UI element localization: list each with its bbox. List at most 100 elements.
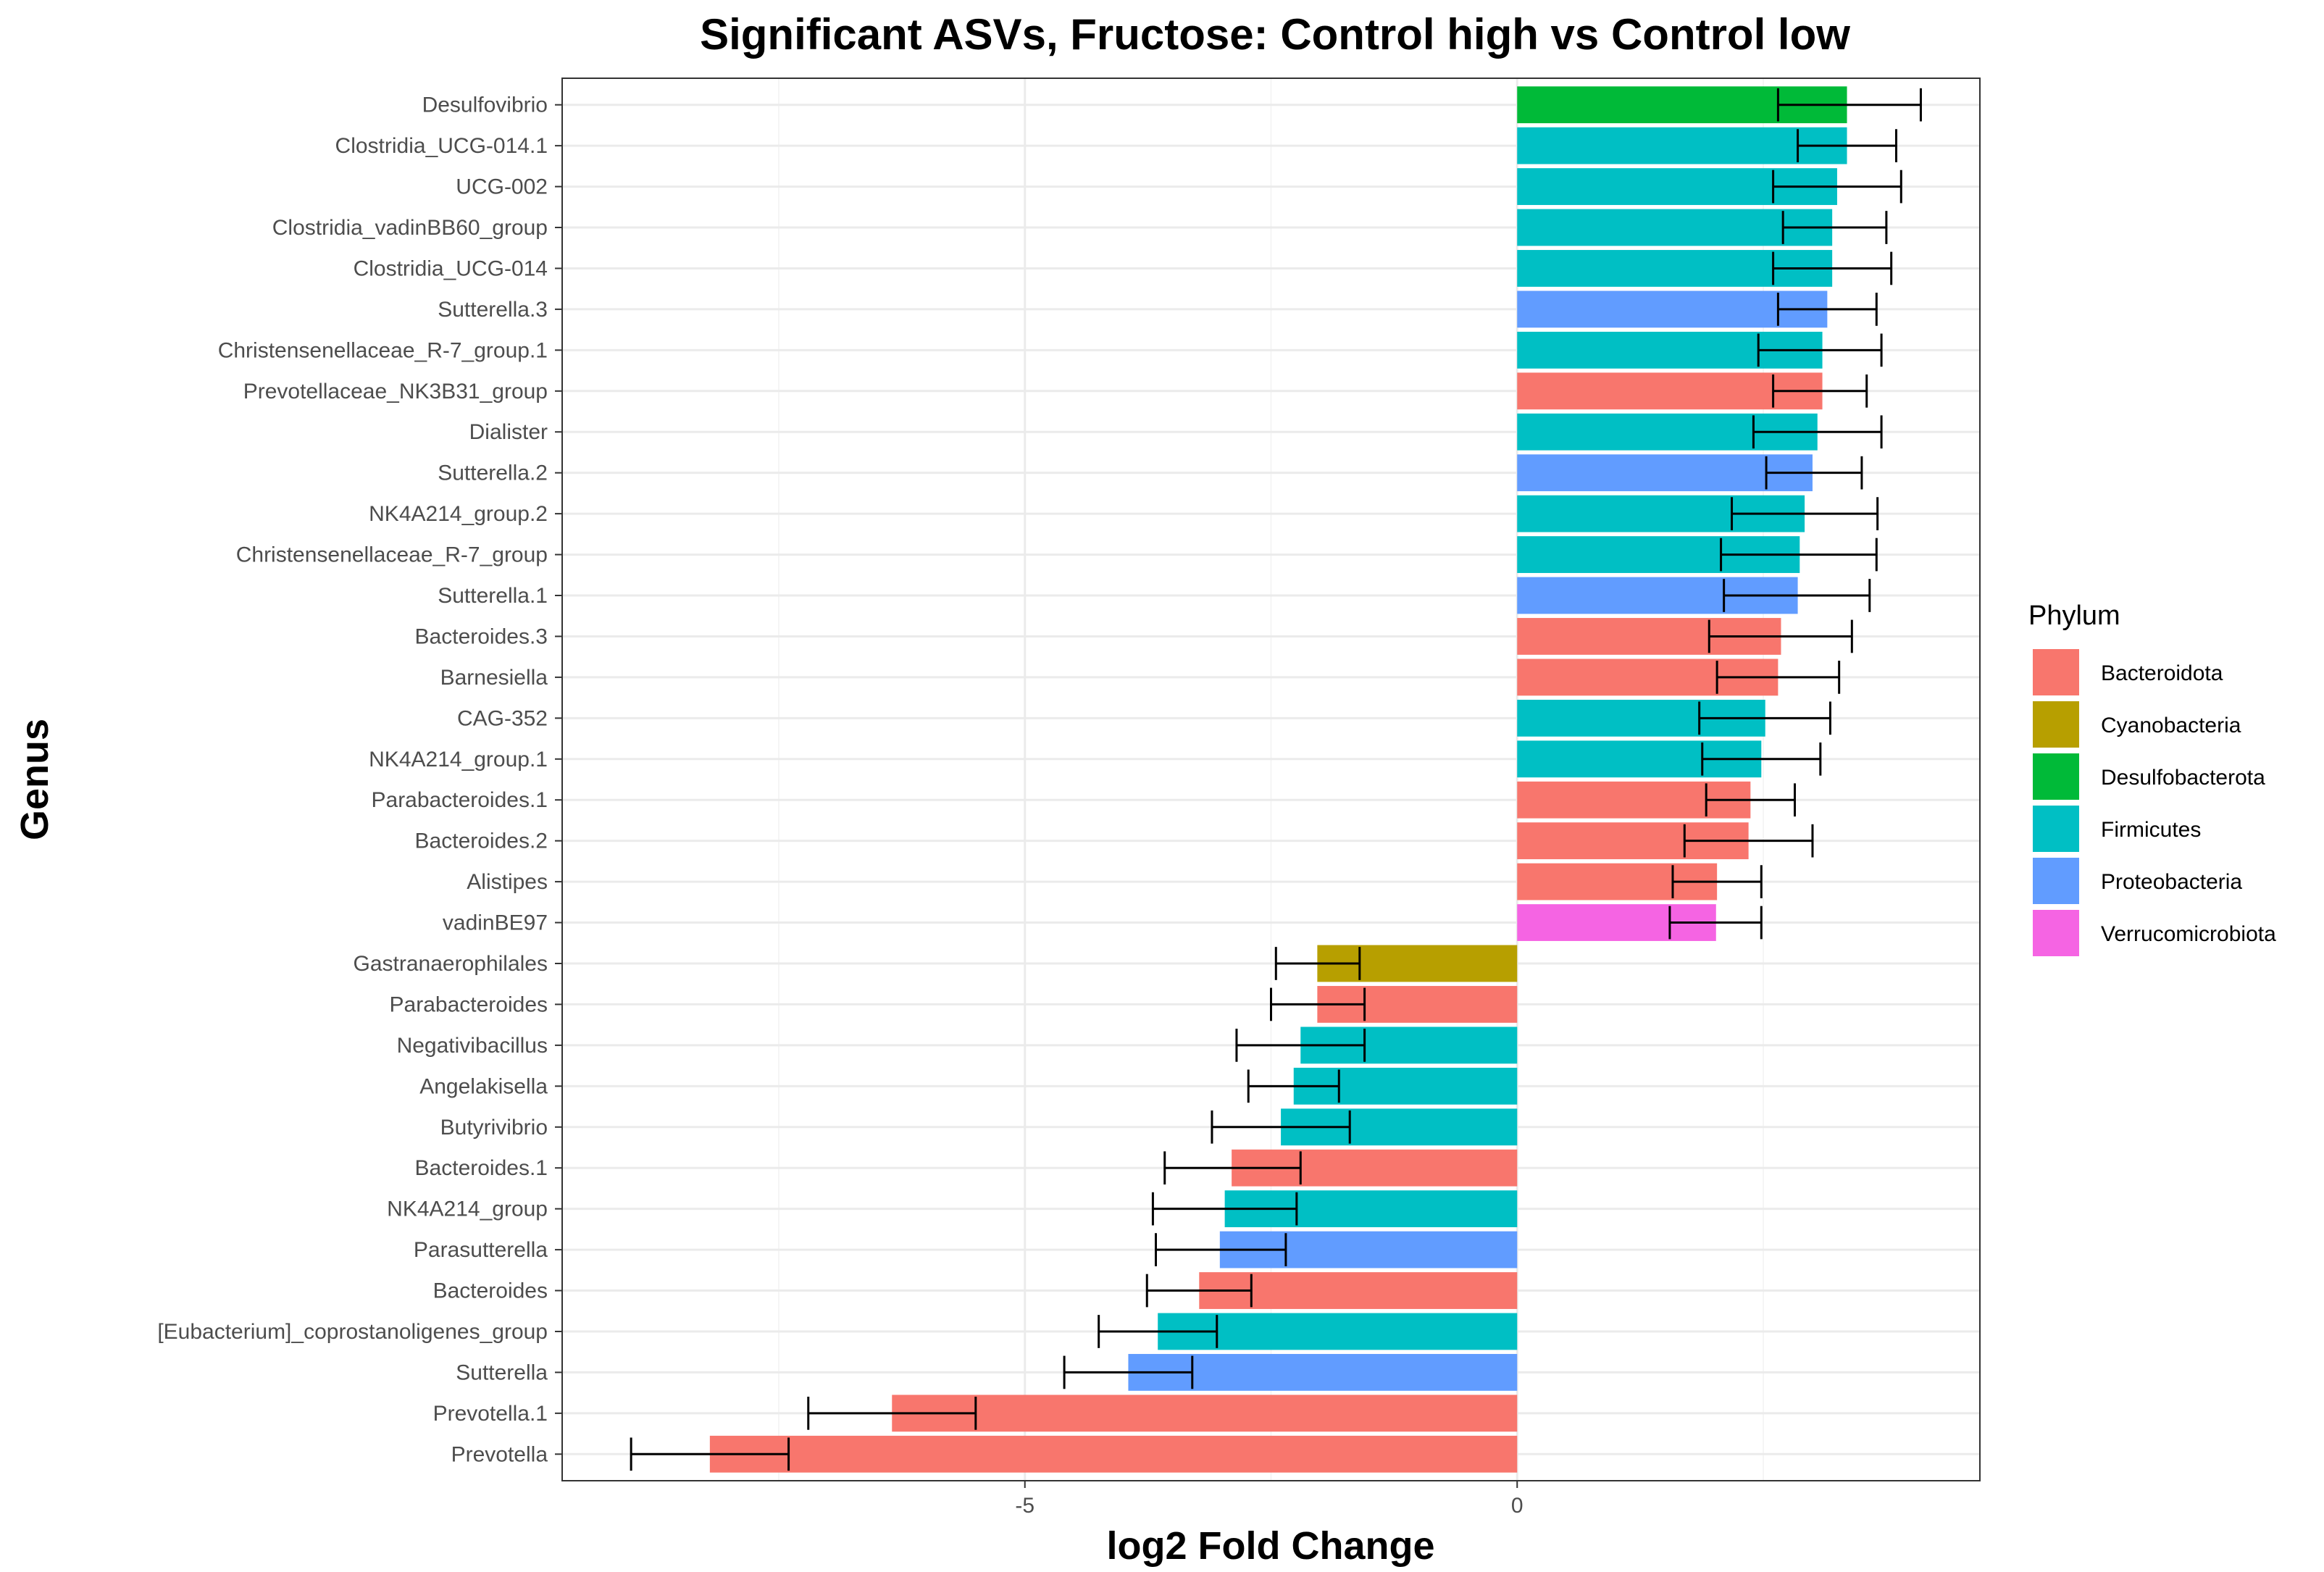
x-tick-label: 0	[1511, 1494, 1523, 1518]
legend: Phylum Bacteroidota Cyanobacteria Desulfob…	[2028, 601, 2276, 956]
error-bar	[1151, 1192, 1298, 1226]
bar	[1517, 209, 1833, 246]
x-axis: -5 0	[1015, 1481, 1523, 1518]
y-tick-label: Sutterella.3	[438, 298, 548, 322]
y-tick-label: Clostridia_UCG-014	[354, 256, 548, 280]
y-tick-label: vadinBE97	[443, 911, 548, 935]
legend-label: Cyanobacteria	[2101, 714, 2241, 737]
error-bar	[1708, 619, 1853, 653]
y-tick-label: [Eubacterium]_coprostanoligenes_group	[157, 1320, 548, 1344]
y-tick-label: Clostridia_UCG-014.1	[335, 134, 548, 158]
y-tick-label: Parasutterella	[414, 1238, 548, 1262]
error-bar	[1772, 251, 1893, 285]
error-bar	[1211, 1110, 1351, 1144]
y-tick-label: NK4A214_group.2	[369, 502, 548, 526]
error-bar	[1772, 374, 1868, 408]
error-bar	[1776, 293, 1878, 326]
legend-swatch	[2033, 701, 2079, 748]
y-tick-label: Alistipes	[467, 870, 548, 894]
error-bar	[1776, 88, 1922, 122]
error-bar	[1668, 906, 1763, 940]
y-tick-label: Bacteroides	[433, 1279, 548, 1303]
legend-entry: Cyanobacteria	[2033, 701, 2241, 748]
bar	[1517, 127, 1847, 164]
y-tick-label: Bacteroides.1	[415, 1156, 548, 1180]
y-tick-label: NK4A214_group	[387, 1197, 548, 1221]
x-tick-label: -5	[1015, 1494, 1034, 1518]
error-bar	[1723, 579, 1871, 612]
legend-title: Phylum	[2028, 601, 2120, 631]
y-axis: Desulfovibrio Clostridia_UCG-014.1 UCG-002…	[157, 93, 562, 1466]
bar	[709, 1435, 1518, 1473]
error-bar	[1683, 824, 1814, 858]
bar	[1517, 372, 1823, 410]
chart-title: Significant ASVs, Fructose: Control high…	[700, 10, 1850, 59]
y-tick-label: Negativibacillus	[397, 1034, 548, 1058]
y-tick-label: Butyrivibrio	[440, 1116, 548, 1140]
error-bar	[630, 1437, 790, 1471]
y-tick-label: Parabacteroides	[390, 992, 548, 1016]
legend-entry: Verrucomicrobiota	[2033, 910, 2276, 956]
y-tick-label: Bacteroides.2	[415, 829, 548, 853]
error-bar	[1765, 456, 1863, 490]
legend-label: Firmicutes	[2101, 818, 2201, 842]
legend-swatch	[2033, 753, 2079, 800]
legend-entry: Proteobacteria	[2033, 858, 2242, 904]
error-bars-layer	[630, 88, 1922, 1471]
legend-swatch	[2033, 910, 2079, 956]
y-tick-label: NK4A214_group.1	[369, 748, 548, 772]
legend-items: Bacteroidota Cyanobacteria Desulfobacterot…	[2033, 649, 2276, 956]
y-tick-label: Sutterella	[456, 1360, 548, 1384]
y-tick-label: Prevotella	[451, 1442, 548, 1466]
error-bar	[1247, 1069, 1340, 1103]
error-bar	[1705, 783, 1797, 817]
legend-swatch	[2033, 649, 2079, 695]
bar	[892, 1395, 1518, 1432]
error-bar	[1701, 742, 1822, 776]
error-bar	[1752, 415, 1883, 449]
y-tick-label: Prevotella.1	[433, 1402, 548, 1426]
legend-label: Desulfobacterota	[2101, 766, 2265, 790]
y-tick-label: Gastranaerophilales	[354, 952, 548, 976]
error-bar	[1698, 701, 1831, 735]
error-bar	[1098, 1315, 1219, 1348]
legend-entry: Firmicutes	[2033, 806, 2201, 852]
plot-border	[561, 78, 1981, 1481]
y-tick-label: Sutterella.2	[438, 461, 548, 485]
legend-entry: Desulfobacterota	[2033, 753, 2265, 800]
y-tick-label: Sutterella.1	[438, 584, 548, 608]
y-tick-label: Angelakisella	[419, 1074, 548, 1098]
error-bar	[1731, 497, 1879, 530]
y-tick-label: Christensenellaceae_R-7_group	[236, 543, 548, 567]
error-bar	[1715, 661, 1841, 694]
legend-swatch	[2033, 858, 2079, 904]
y-tick-label: Prevotellaceae_NK3B31_group	[243, 380, 548, 404]
legend-entry: Bacteroidota	[2033, 649, 2223, 695]
y-axis-title: Genus	[13, 719, 57, 840]
error-bar	[1154, 1233, 1287, 1266]
error-bar	[1757, 333, 1883, 367]
error-bar	[1270, 987, 1366, 1021]
error-bar	[1274, 947, 1361, 980]
y-tick-label: CAG-352	[457, 706, 548, 730]
error-bar	[1797, 129, 1897, 162]
error-bar	[1781, 211, 1888, 244]
error-bar	[1772, 170, 1902, 204]
bar	[1517, 454, 1813, 492]
y-tick-label: Desulfovibrio	[422, 93, 548, 117]
error-bar	[1720, 538, 1878, 572]
y-tick-label: UCG-002	[456, 175, 548, 199]
legend-label: Verrucomicrobiota	[2101, 922, 2276, 946]
error-bar	[1235, 1029, 1366, 1062]
y-tick-label: Parabacteroides.1	[372, 788, 548, 812]
legend-swatch	[2033, 806, 2079, 852]
legend-label: Proteobacteria	[2101, 870, 2242, 894]
x-axis-title: log2 Fold Change	[1107, 1524, 1435, 1568]
y-tick-label: Dialister	[469, 420, 548, 444]
error-bar	[1163, 1151, 1302, 1185]
error-bar	[807, 1397, 977, 1430]
y-tick-label: Clostridia_vadinBB60_group	[272, 216, 548, 240]
error-bar	[1145, 1274, 1253, 1308]
y-tick-label: Bacteroides.3	[415, 624, 548, 648]
